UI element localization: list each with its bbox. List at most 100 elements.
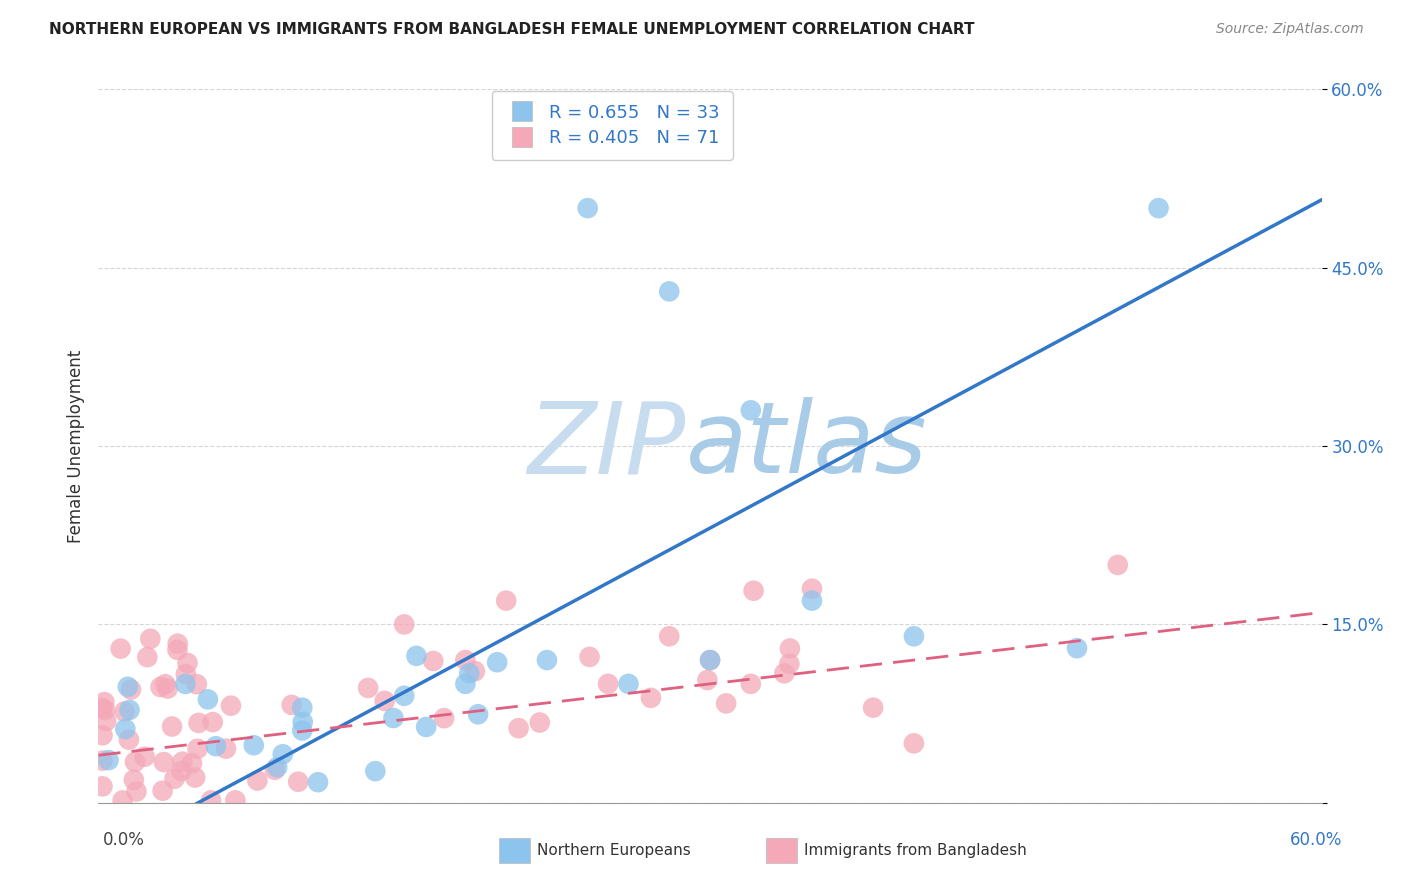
Point <box>280 698 302 712</box>
Point <box>382 711 405 725</box>
Text: Immigrants from Bangladesh: Immigrants from Bangladesh <box>804 844 1026 858</box>
Point <box>658 629 681 643</box>
Point <box>160 719 183 733</box>
Point <box>91 728 114 742</box>
Point <box>97 753 120 767</box>
Point <box>136 650 159 665</box>
Point <box>1147 201 1170 215</box>
Point <box>114 705 136 719</box>
Point <box>242 738 264 752</box>
Point <box>94 703 117 717</box>
Point <box>903 736 925 750</box>
Point <box>184 771 207 785</box>
Point <box>174 667 197 681</box>
Point <box>91 780 114 794</box>
Point <box>246 773 269 788</box>
Text: NORTHERN EUROPEAN VS IMMIGRANTS FROM BANGLADESH FEMALE UNEMPLOYMENT CORRELATION : NORTHERN EUROPEAN VS IMMIGRANTS FROM BAN… <box>49 22 974 37</box>
Point <box>176 656 198 670</box>
Point <box>598 677 620 691</box>
Point <box>187 715 209 730</box>
Point <box>740 403 762 417</box>
Point <box>118 703 141 717</box>
Point <box>495 593 517 607</box>
Point <box>699 653 721 667</box>
Point <box>658 285 681 299</box>
Point <box>699 653 721 667</box>
Point <box>152 783 174 797</box>
Point <box>903 629 925 643</box>
Point <box>291 714 314 729</box>
Point <box>392 617 416 632</box>
Point <box>454 653 477 667</box>
Point <box>357 681 380 695</box>
Point <box>405 648 427 663</box>
Point <box>1066 641 1088 656</box>
Y-axis label: Female Unemployment: Female Unemployment <box>66 350 84 542</box>
Point <box>291 723 314 738</box>
Point <box>422 654 444 668</box>
Point <box>740 677 762 691</box>
Point <box>433 711 456 725</box>
Point <box>186 677 208 691</box>
Point <box>374 694 396 708</box>
Point <box>458 666 481 681</box>
Point <box>696 673 718 687</box>
Point <box>778 657 800 671</box>
Text: ZIP: ZIP <box>527 398 686 494</box>
Point <box>200 793 222 807</box>
Point <box>576 201 599 215</box>
Point <box>155 677 177 691</box>
Point <box>291 700 314 714</box>
Point <box>181 756 204 771</box>
Point <box>263 763 285 777</box>
Point <box>219 698 242 713</box>
Point <box>415 720 437 734</box>
Point <box>205 739 228 754</box>
Point <box>120 682 142 697</box>
Point <box>454 677 477 691</box>
Point <box>174 677 197 691</box>
Text: Northern Europeans: Northern Europeans <box>537 844 690 858</box>
Legend: R = 0.655   N = 33, R = 0.405   N = 71: R = 0.655 N = 33, R = 0.405 N = 71 <box>492 91 733 160</box>
Point <box>801 582 824 596</box>
Point <box>773 666 796 681</box>
Point <box>287 774 309 789</box>
Point <box>156 681 179 696</box>
Point <box>529 715 551 730</box>
Point <box>117 680 139 694</box>
Text: atlas: atlas <box>686 398 927 494</box>
Point <box>508 721 530 735</box>
Point <box>464 664 486 678</box>
Point <box>125 784 148 798</box>
Point <box>110 641 132 656</box>
Point <box>93 695 115 709</box>
Point <box>536 653 558 667</box>
Point <box>617 677 640 691</box>
Point <box>392 689 416 703</box>
Text: 60.0%: 60.0% <box>1291 831 1343 849</box>
Point <box>134 749 156 764</box>
Point <box>1107 558 1129 572</box>
Point <box>149 680 172 694</box>
Point <box>714 697 737 711</box>
Point <box>197 692 219 706</box>
Point <box>139 632 162 646</box>
Point <box>111 793 134 807</box>
Point <box>166 637 188 651</box>
Point <box>779 641 801 656</box>
Point <box>215 741 238 756</box>
Point <box>122 772 145 787</box>
Point <box>172 755 194 769</box>
Point <box>640 690 662 705</box>
Point <box>467 707 489 722</box>
Point <box>187 741 209 756</box>
Point <box>742 583 765 598</box>
Point <box>91 754 114 768</box>
Point <box>163 772 186 786</box>
Point <box>801 593 824 607</box>
Point <box>578 649 600 664</box>
Point <box>170 764 193 778</box>
Point <box>114 722 136 736</box>
Point <box>166 643 188 657</box>
Text: 0.0%: 0.0% <box>103 831 145 849</box>
